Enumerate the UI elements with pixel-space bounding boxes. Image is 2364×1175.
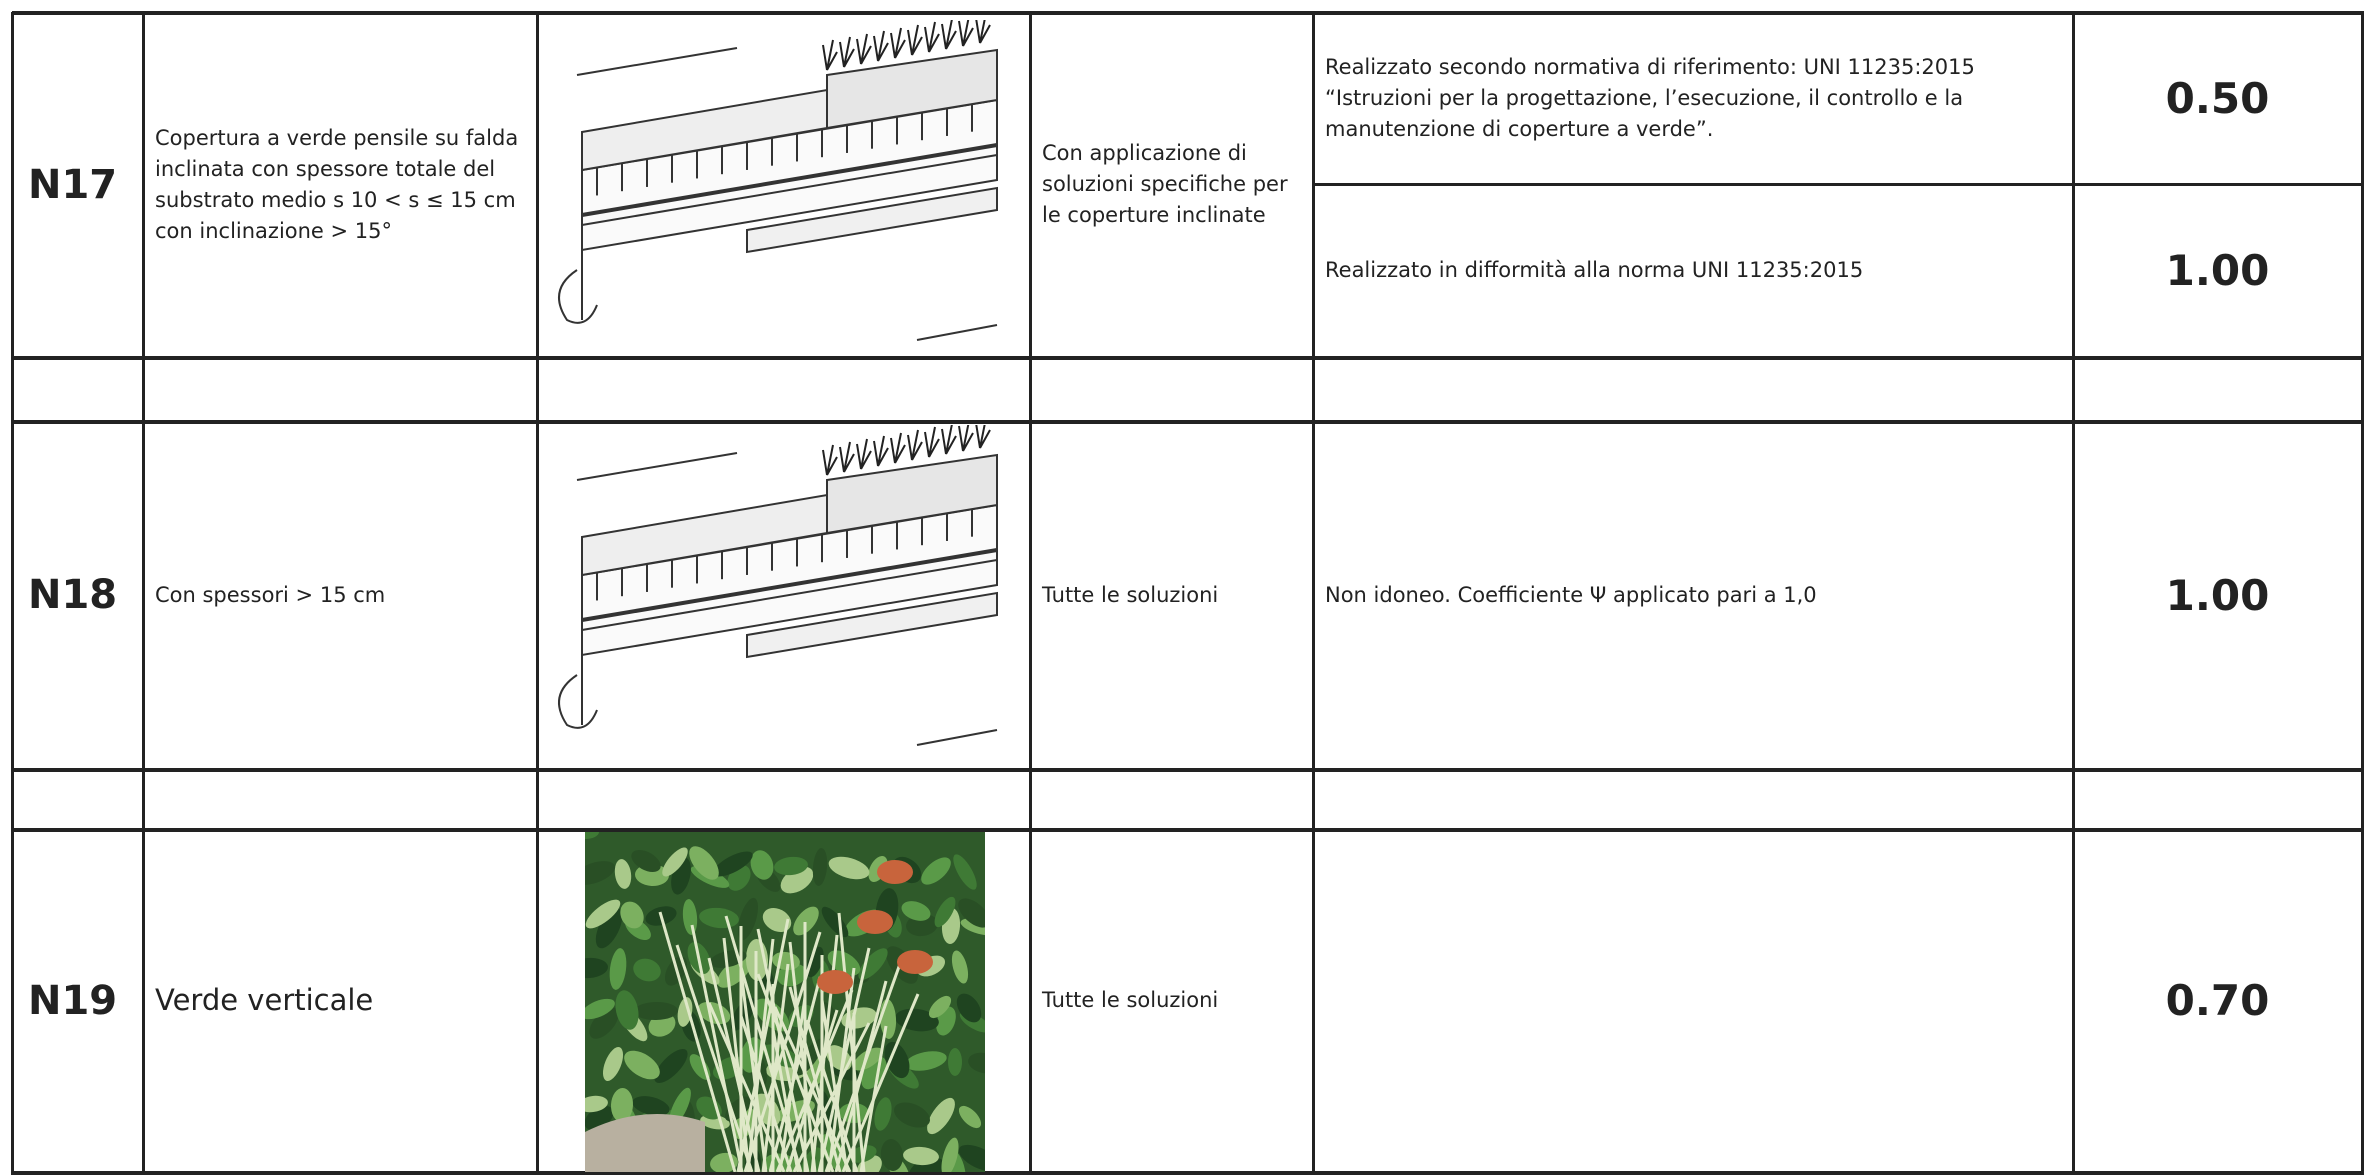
roof-section-drawing [558, 20, 998, 341]
row-border [1313, 183, 2364, 186]
col-border [2072, 12, 2075, 1175]
row-code: N18 [28, 572, 118, 618]
row-border [12, 828, 2364, 832]
col-border [1312, 12, 1315, 1175]
row-border [12, 420, 2364, 424]
col-border [11, 12, 14, 1175]
row-code: N19 [28, 977, 118, 1024]
row-description: Verde verticale [155, 983, 374, 1017]
row-border [12, 11, 2364, 15]
row-border [12, 1171, 2364, 1175]
col-border [2361, 12, 2364, 1175]
col-border [536, 12, 539, 1175]
outcome-note: Non idoneo. Coefficiente Ψ applicato par… [1325, 582, 1817, 607]
row-application: Tutte le soluzioni [1042, 988, 1219, 1012]
row-code: N17 [28, 161, 118, 208]
row-application: Con applicazione di soluzioni specifiche… [1042, 141, 1288, 227]
coefficient: 1.00 [2165, 246, 2270, 295]
row-application: Tutte le soluzioni [1042, 582, 1219, 607]
col-border [142, 12, 145, 1175]
col-border [1029, 12, 1032, 1175]
outcome-note: Realizzato secondo normativa di riferime… [1325, 54, 1975, 141]
row-border [12, 768, 2364, 772]
outcome-note: Realizzato in difformità alla norma UNI … [1325, 258, 1864, 282]
coefficient: 1.00 [2165, 570, 2270, 620]
coefficient: 0.70 [2165, 976, 2270, 1025]
coefficient: 0.50 [2165, 73, 2270, 123]
row-border [12, 356, 2364, 360]
row-description: Con spessori > 15 cm [155, 582, 386, 607]
roof-section-drawing [558, 425, 998, 746]
green-wall-photo [585, 832, 985, 1172]
row-description: Copertura a verde pensile su falda incli… [155, 125, 519, 243]
